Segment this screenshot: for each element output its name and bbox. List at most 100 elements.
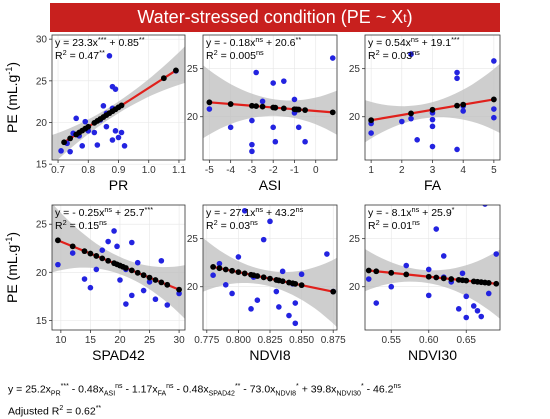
observed-point xyxy=(463,314,470,321)
observed-point xyxy=(112,86,119,92)
observed-point xyxy=(459,270,466,277)
y-tick-label: 25 xyxy=(187,234,199,245)
observed-point xyxy=(259,98,266,105)
observed-point xyxy=(493,251,500,257)
x-axis-label: ASI xyxy=(259,177,282,193)
fitted-point xyxy=(454,102,460,109)
x-tick-label: 1.0 xyxy=(142,165,156,176)
fitted-point xyxy=(241,270,248,277)
panel-asi: -5 -4 -3 -2 -1 0 20 25 ASI y = - 0.18xns + 20.6**… xyxy=(187,35,338,193)
fitted-point xyxy=(67,135,74,142)
fitted-point xyxy=(429,106,436,113)
observed-point xyxy=(399,118,405,125)
observed-point xyxy=(295,124,302,131)
observed-point xyxy=(463,293,470,300)
observed-point xyxy=(388,283,395,290)
fitted-point xyxy=(425,273,432,280)
confidence-band xyxy=(203,65,337,139)
observed-point xyxy=(425,292,432,299)
observed-point xyxy=(454,146,460,153)
observed-point xyxy=(115,134,122,141)
observed-point xyxy=(227,124,234,131)
regression-equation: y = 23.3x*** + 0.85** xyxy=(55,35,145,50)
panel-ndvi30: 0.55 0.60 0.65 20 25 NDVI30 y = - 8.1xns + 25.… xyxy=(349,205,501,363)
fitted-point xyxy=(140,272,147,279)
observed-point xyxy=(286,312,292,319)
fitted-point xyxy=(134,269,141,276)
observed-point xyxy=(270,80,276,86)
observed-point xyxy=(281,78,287,84)
observed-point xyxy=(478,313,485,320)
x-tick-label: 0.800 xyxy=(226,335,251,346)
x-tick-label: 10 xyxy=(55,335,67,346)
x-tick-label: 30 xyxy=(174,335,186,346)
fitted-point xyxy=(229,267,235,274)
observed-point xyxy=(216,260,223,267)
y-tick-label: 20 xyxy=(349,282,361,293)
y-tick-label: 25 xyxy=(349,234,361,245)
x-tick-label: 20 xyxy=(114,335,126,346)
observed-point xyxy=(373,300,380,306)
fitted-point xyxy=(485,280,492,286)
observed-point xyxy=(146,279,153,285)
r-squared: R2 = 0.03ns xyxy=(206,218,258,233)
observed-point xyxy=(292,300,299,306)
observed-point xyxy=(210,272,216,278)
figure-title-subscript: t xyxy=(403,10,407,25)
fitted-point xyxy=(433,274,440,281)
observed-point xyxy=(270,124,276,131)
fitted-point xyxy=(403,271,410,278)
x-tick-label: 3 xyxy=(430,165,436,176)
observed-point xyxy=(55,261,61,268)
fitted-point xyxy=(160,75,167,82)
observed-point xyxy=(273,288,280,295)
observed-point xyxy=(94,142,101,148)
x-tick-label: -5 xyxy=(205,165,214,176)
fitted-point xyxy=(463,277,470,284)
observed-point xyxy=(129,239,135,246)
observed-point xyxy=(474,307,481,314)
figure-title-end: ) xyxy=(406,7,413,27)
fitted-point xyxy=(227,101,234,107)
observed-point xyxy=(118,129,125,136)
x-tick-label: -3 xyxy=(247,165,256,176)
observed-point xyxy=(429,116,436,123)
observed-point xyxy=(105,238,111,245)
multiple-regression-footer: y = 25.2xPR*** - 0.48xASIns - 1.17xFAns … xyxy=(8,380,548,418)
regression-equation: y = - 0.25xns + 25.7*** xyxy=(55,205,153,220)
observed-point xyxy=(249,141,255,148)
observed-point xyxy=(114,243,120,250)
observed-point xyxy=(403,262,410,269)
observed-point xyxy=(454,75,460,82)
multiple-regression-equation: y = 25.2xPR*** - 0.48xASIns - 1.17xFAns … xyxy=(8,383,401,398)
fitted-point xyxy=(118,102,125,109)
fitted-point xyxy=(280,105,287,112)
x-axis-label: NDVI8 xyxy=(249,347,290,363)
observed-point xyxy=(152,296,159,303)
fitted-point xyxy=(267,275,273,282)
observed-point xyxy=(99,247,106,253)
fitted-point xyxy=(206,99,213,106)
x-tick-label: 4 xyxy=(460,165,466,176)
fitted-point xyxy=(365,267,372,274)
fitted-point xyxy=(176,286,182,293)
fitted-point xyxy=(302,107,308,113)
plot-area xyxy=(52,46,185,160)
x-tick-label: 0.8 xyxy=(81,165,95,176)
plot-area xyxy=(52,205,185,319)
observed-point xyxy=(279,268,286,275)
fitted-point xyxy=(128,267,135,274)
fitted-point xyxy=(93,253,100,259)
observed-point xyxy=(81,276,88,282)
observed-point xyxy=(491,114,497,121)
observed-point xyxy=(433,226,440,232)
observed-point xyxy=(429,123,436,130)
observed-point xyxy=(455,306,462,312)
fitted-point xyxy=(272,104,279,111)
observed-point xyxy=(129,292,135,299)
observed-point xyxy=(414,137,420,143)
x-tick-label: 0.825 xyxy=(257,335,282,346)
observed-point xyxy=(272,138,279,145)
observed-point xyxy=(254,297,261,303)
